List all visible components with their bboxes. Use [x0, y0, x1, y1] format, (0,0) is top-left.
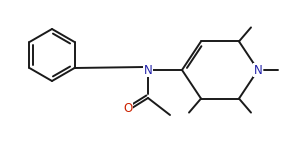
Text: O: O: [123, 102, 132, 115]
Text: N: N: [254, 64, 262, 77]
Text: N: N: [144, 64, 152, 77]
